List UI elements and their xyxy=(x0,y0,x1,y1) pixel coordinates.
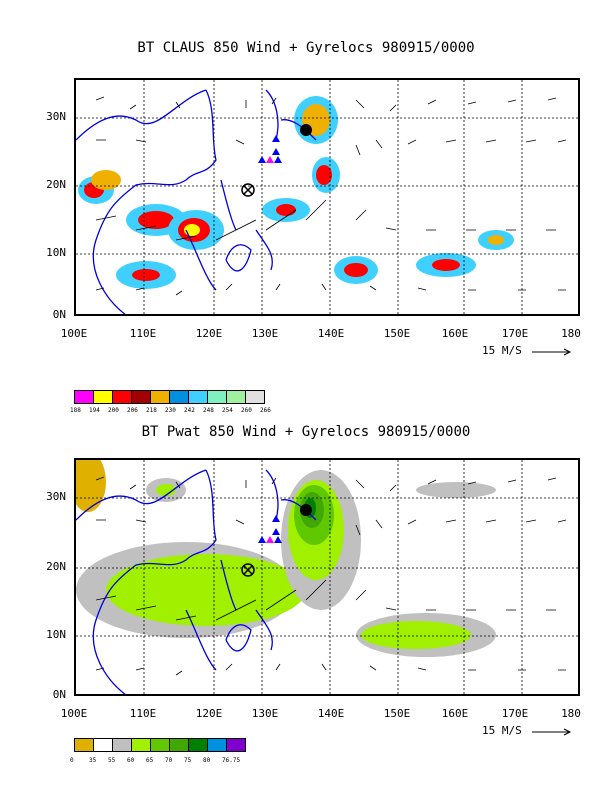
panel1-legend-label: 248 xyxy=(203,407,214,414)
panel1-map-graphic xyxy=(76,80,578,314)
panel1-gyre-triangles xyxy=(258,135,282,163)
panel2-legend-swatch xyxy=(207,738,227,752)
panel2-legend-label: 0 xyxy=(70,757,74,764)
panel1-legend-swatch xyxy=(93,390,113,404)
panel1-typhoon-symbol xyxy=(300,124,312,136)
panel2-legend-swatch xyxy=(131,738,151,752)
panel2-xtick-120e: 120E xyxy=(195,707,223,720)
panel1-legend-label: 242 xyxy=(184,407,195,414)
panel1-legend-label: 206 xyxy=(127,407,138,414)
panel2-xtick-180: 180 xyxy=(561,707,581,720)
panel1-xtick-100e: 100E xyxy=(60,327,88,340)
panel2-scale-label: 15 M/S xyxy=(482,724,522,737)
panel1-coastline xyxy=(76,89,317,314)
panel1-legend-label: 266 xyxy=(260,407,271,414)
panel1-legend-label: 254 xyxy=(222,407,233,414)
panel2-xtick-100e: 100E xyxy=(60,707,88,720)
panel1-xtick-160e: 160E xyxy=(441,327,469,340)
panel1-legend-swatch xyxy=(131,390,151,404)
panel1-legend-label: 218 xyxy=(146,407,157,414)
panel1-xtick-140e: 140E xyxy=(317,327,345,340)
panel1-xtick-130e: 130E xyxy=(251,327,279,340)
panel1-legend-swatch xyxy=(207,390,227,404)
panel2-xtick-110e: 110E xyxy=(129,707,157,720)
panel1-ytick-20n: 20N xyxy=(46,178,66,191)
panel2-legend xyxy=(74,738,246,752)
panel1-legend-swatch xyxy=(150,390,170,404)
panel2-legend-label: 76.75 xyxy=(222,757,241,764)
panel2-legend-label: 60 xyxy=(127,757,135,764)
panel1-xtick-110e: 110E xyxy=(129,327,157,340)
panel2-map xyxy=(74,458,580,696)
panel2-xtick-170e: 170E xyxy=(501,707,529,720)
panel2-ytick-0n: 0N xyxy=(52,688,66,701)
panel2-gyre-triangles xyxy=(258,515,282,543)
panel1-grid xyxy=(76,80,578,314)
panel1-map xyxy=(74,78,580,316)
panel1-ytick-30n: 30N xyxy=(46,110,66,123)
panel2-legend-swatch xyxy=(169,738,189,752)
panel2-scale-arrow xyxy=(532,728,572,736)
panel1-legend-swatch xyxy=(245,390,265,404)
panel2-legend-label: 70 xyxy=(165,757,173,764)
panel1-legend-label: 188 xyxy=(70,407,81,414)
panel2-xtick-150e: 150E xyxy=(383,707,411,720)
panel2-legend-swatch xyxy=(226,738,246,752)
panel2-xtick-130e: 130E xyxy=(251,707,279,720)
panel1-legend-swatch xyxy=(74,390,94,404)
panel2-grid xyxy=(76,460,578,694)
panel1-legend-label: 194 xyxy=(89,407,100,414)
panel2-legend-swatch xyxy=(93,738,113,752)
panel2-xtick-140e: 140E xyxy=(317,707,345,720)
panel2-circle-cross-marker xyxy=(241,563,255,577)
panel1-scale-arrow xyxy=(532,348,572,356)
panel2-coastline xyxy=(76,469,317,694)
panel2-legend-swatch xyxy=(74,738,94,752)
panel1-legend xyxy=(74,390,265,404)
panel2-legend-label: 80 xyxy=(203,757,211,764)
panel1-xtick-180: 180 xyxy=(561,327,581,340)
panel2-wind-vectors xyxy=(95,476,567,676)
panel2-legend-swatch xyxy=(188,738,208,752)
panel2-map-graphic xyxy=(76,460,578,694)
panel2-pwat-field xyxy=(76,460,496,657)
panel2-ytick-20n: 20N xyxy=(46,560,66,573)
panel2-xtick-160e: 160E xyxy=(441,707,469,720)
panel2-legend-label: 65 xyxy=(146,757,154,764)
panel2-legend-label: 55 xyxy=(108,757,116,764)
panel1-wind-vectors xyxy=(95,96,567,296)
panel1-legend-swatch xyxy=(112,390,132,404)
panel1-circle-cross-marker xyxy=(241,183,255,197)
panel1-title: BT CLAUS 850 Wind + Gyrelocs 980915/0000 xyxy=(137,40,475,56)
panel1-ytick-0n: 0N xyxy=(52,308,66,321)
panel2-typhoon-symbol xyxy=(300,504,312,516)
panel2-ytick-10n: 10N xyxy=(46,628,66,641)
panel1-legend-swatch xyxy=(188,390,208,404)
panel1-ytick-10n: 10N xyxy=(46,246,66,259)
panel1-legend-label: 230 xyxy=(165,407,176,414)
panel1-cloud-field xyxy=(78,96,514,289)
panel1-scale-label: 15 M/S xyxy=(482,344,522,357)
panel1-legend-swatch xyxy=(169,390,189,404)
panel1-xtick-120e: 120E xyxy=(195,327,223,340)
panel2-legend-swatch xyxy=(112,738,132,752)
panel1-legend-label: 200 xyxy=(108,407,119,414)
panel1-xtick-170e: 170E xyxy=(501,327,529,340)
panel2-ytick-30n: 30N xyxy=(46,490,66,503)
panel2-legend-swatch xyxy=(150,738,170,752)
panel2-legend-label: 35 xyxy=(89,757,97,764)
panel1-xtick-150e: 150E xyxy=(383,327,411,340)
panel1-legend-label: 260 xyxy=(241,407,252,414)
panel2-legend-label: 75 xyxy=(184,757,192,764)
panel1-legend-swatch xyxy=(226,390,246,404)
panel2-title: BT Pwat 850 Wind + Gyrelocs 980915/0000 xyxy=(141,424,471,440)
